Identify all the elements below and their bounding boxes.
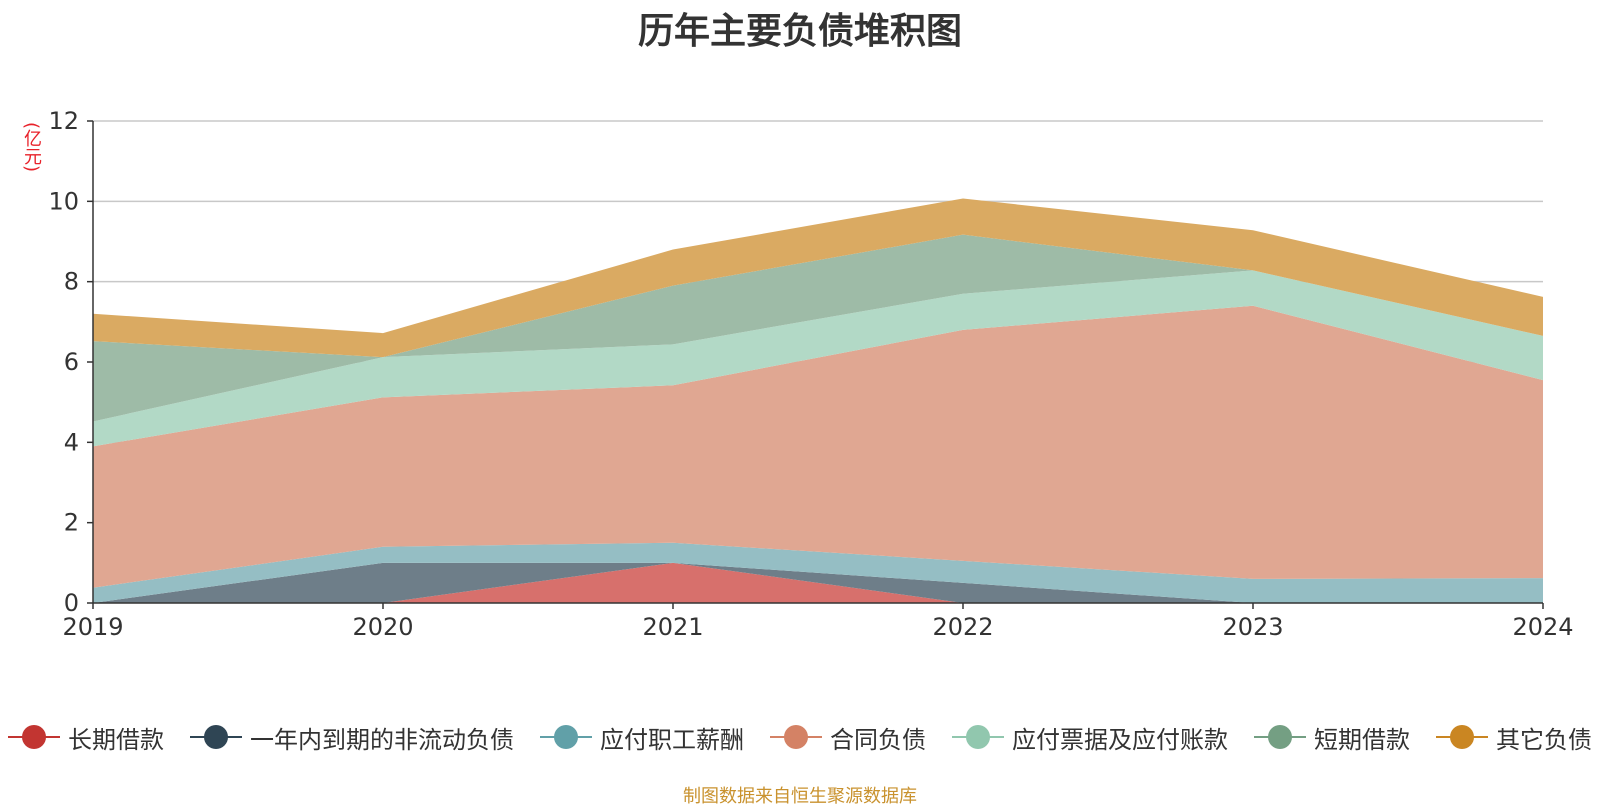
legend-item[interactable]: 长期借款 — [8, 720, 164, 755]
chart-title: 历年主要负债堆积图 — [637, 11, 962, 52]
legend-label: 一年内到期的非流动负债 — [250, 725, 514, 754]
x-tick-label: 2024 — [1512, 613, 1573, 641]
legend-marker-icon — [190, 725, 242, 749]
legend-item[interactable]: 一年内到期的非流动负债 — [190, 720, 514, 755]
data-source-note: 制图数据来自恒生聚源数据库 — [683, 786, 917, 807]
x-tick-label: 2021 — [642, 613, 703, 641]
legend-label: 短期借款 — [1314, 725, 1410, 754]
area-series-4 — [93, 270, 1543, 447]
legend-item[interactable]: 其它负债 — [1436, 720, 1592, 755]
legend-item[interactable]: 应付票据及应付账款 — [952, 720, 1228, 755]
legend-marker-dot — [1268, 725, 1292, 749]
chart-legend: 长期借款 一年内到期的非流动负债 应付职工薪酬 合同负债 应付票据及应付账款 短期借款 其它… — [0, 720, 1600, 754]
legend-marker-icon — [770, 725, 822, 749]
legend-item[interactable]: 应付职工薪酬 — [540, 720, 744, 755]
legend-marker-dot — [784, 725, 808, 749]
legend-label: 应付职工薪酬 — [600, 725, 744, 754]
legend-marker-dot — [554, 725, 578, 749]
legend-item[interactable]: 合同负债 — [770, 720, 926, 755]
legend-item[interactable]: 短期借款 — [1254, 720, 1410, 755]
y-tick-label: 4 — [64, 428, 79, 456]
legend-marker-dot — [22, 725, 46, 749]
y-tick-label: 12 — [48, 107, 79, 135]
legend-label: 长期借款 — [68, 725, 164, 754]
area-series-0 — [93, 562, 1543, 603]
x-tick-label: 2020 — [352, 613, 413, 641]
y-tick-label: 8 — [64, 268, 79, 296]
x-tick-label: 2022 — [932, 613, 993, 641]
legend-marker-icon — [540, 725, 592, 749]
legend-marker-dot — [966, 725, 990, 749]
x-tick-label: 2023 — [1222, 613, 1283, 641]
legend-marker-icon — [952, 725, 1004, 749]
y-axis-unit-label: (亿元) — [21, 122, 42, 173]
area-series-1 — [93, 562, 1543, 603]
x-tick-label: 2019 — [62, 613, 123, 641]
legend-marker-icon — [8, 725, 60, 749]
y-tick-label: 6 — [64, 348, 79, 376]
stacked-area-chart: 0 2 4 6 8 10 12 2019 2020 2021 2022 2023 2024 — [48, 107, 1573, 641]
legend-marker-dot — [1450, 725, 1474, 749]
area-series-3 — [93, 305, 1543, 588]
legend-marker-icon — [1436, 725, 1488, 749]
y-tick-label: 0 — [64, 589, 79, 617]
legend-marker-icon — [1254, 725, 1306, 749]
y-tick-label: 10 — [48, 187, 79, 215]
y-tick-label: 2 — [64, 509, 79, 537]
area-series-6 — [93, 198, 1543, 358]
area-series-2 — [93, 542, 1543, 603]
legend-label: 合同负债 — [830, 725, 926, 754]
legend-marker-dot — [204, 725, 228, 749]
legend-label: 应付票据及应付账款 — [1012, 725, 1228, 754]
legend-label: 其它负债 — [1496, 725, 1592, 754]
area-series-5 — [93, 234, 1543, 422]
